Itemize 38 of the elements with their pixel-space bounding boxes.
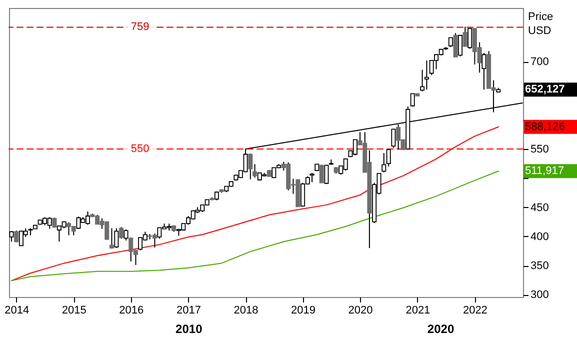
candlestick [124,228,128,241]
candlestick [386,149,391,167]
candlestick [391,128,396,148]
annotation: 652,127 [525,84,565,96]
annotation: 588,126 [525,120,565,133]
candlestick [458,34,463,57]
y-tick-label: 450 [530,202,549,214]
y-tick-label: 700 [530,56,549,68]
candlestick [424,60,429,90]
text: 2020 [427,322,454,336]
candlestick [310,172,314,183]
x-tick-label: 2014 [4,304,30,316]
ref-line-label: 550 [130,143,150,156]
y-tick-label: 300 [530,289,549,302]
candlestick [382,152,386,173]
line-series [11,170,499,282]
candlestick [448,37,453,48]
x-tick-label: 2016 [119,304,144,316]
y-tick-label: 550 [530,144,549,156]
x-tick-label: 2022 [462,304,488,316]
x-tick-label: 2020 [348,304,373,316]
candlestick [468,28,472,50]
x-tick-label: 2015 [62,304,86,316]
y-tick-label: 350 [530,260,549,272]
x-tick-label: 2019 [291,304,316,316]
annotation: 511,917 [525,165,564,178]
candlestick [9,230,14,242]
x-tick-label: 2017 [176,304,202,316]
candlestick [76,216,81,230]
text: 2010 [176,322,203,336]
candlestick [114,228,119,249]
x-tick-label: 2021 [406,304,430,316]
y-axis-title: Price USD [528,11,554,37]
candlestick [410,93,415,107]
y-tick-label: 400 [530,230,549,243]
x-tick-label: 2018 [234,304,258,316]
candlestick [324,164,329,184]
ref-line-label: 759 [130,21,150,34]
